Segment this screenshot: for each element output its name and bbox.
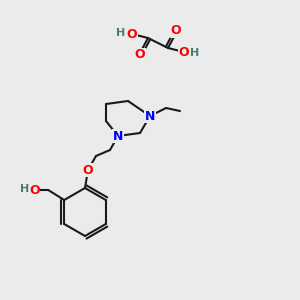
Text: O: O	[83, 164, 93, 176]
Text: O: O	[127, 28, 137, 40]
Text: N: N	[113, 130, 123, 142]
Text: H: H	[20, 184, 29, 194]
Text: H: H	[116, 28, 126, 38]
Text: O: O	[171, 25, 181, 38]
Text: O: O	[29, 184, 40, 196]
Text: N: N	[145, 110, 155, 122]
Text: O: O	[179, 46, 189, 59]
Text: H: H	[190, 48, 200, 58]
Text: O: O	[135, 49, 145, 62]
